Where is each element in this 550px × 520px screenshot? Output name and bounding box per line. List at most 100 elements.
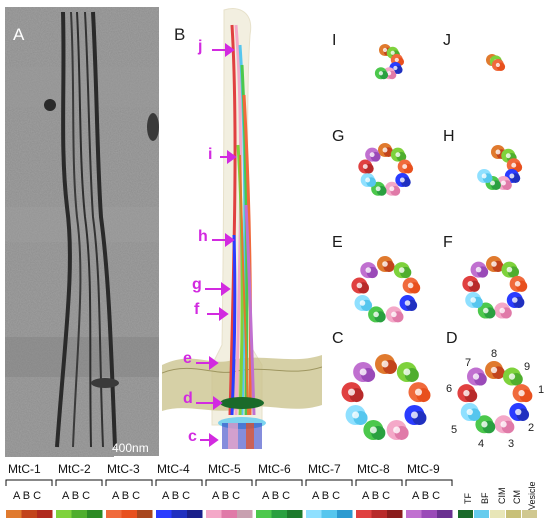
doublet-lumen	[394, 57, 399, 63]
doublet-number-2: 2	[528, 422, 535, 434]
legend-abc-3: A B C	[112, 490, 141, 502]
doublet-lumen	[352, 411, 360, 419]
doublet-lumen	[407, 282, 414, 289]
legend-swatch	[421, 510, 437, 518]
scale-bar	[114, 456, 159, 457]
doublet-lumen	[511, 162, 517, 168]
legend-bracket	[155, 479, 203, 486]
doublet-lumen	[348, 388, 356, 396]
doublet-lumen	[398, 267, 405, 273]
legend-mtc-6: MtC-6	[258, 462, 291, 476]
legend-swatch-extra	[458, 510, 473, 518]
legend-mtc-4: MtC-4	[157, 462, 190, 476]
legend-swatch	[256, 510, 272, 518]
legend-cim: CIM	[497, 487, 507, 505]
legend-swatch	[121, 510, 137, 518]
legend-cm: CM	[512, 490, 522, 504]
doublet-lumen	[466, 408, 473, 416]
doublet-lumen	[373, 311, 379, 318]
legend-mtc-8: MtC-8	[357, 462, 390, 476]
doublet-lumen	[506, 266, 513, 273]
doublet-lumen	[467, 281, 474, 287]
tomogram-image	[5, 7, 159, 457]
doublet-lumen	[515, 408, 522, 416]
legend-swatch	[237, 510, 253, 518]
doublet-lumen	[359, 300, 366, 306]
color-legend: MtC-1 MtC-2 MtC-3 MtC-4 MtC-5 MtC-6 MtC-…	[0, 462, 550, 520]
legend-swatch	[187, 510, 203, 518]
legend-swatch	[337, 510, 353, 518]
scale-bar-label: 400nm	[112, 441, 149, 455]
panel-label-b: B	[174, 25, 186, 44]
doublet-lumen	[514, 281, 521, 287]
doublet-lumen	[395, 152, 401, 158]
panel-label-i: I	[332, 32, 337, 49]
cross-section-d	[457, 361, 533, 434]
legend-swatch-extra	[474, 510, 489, 518]
legend-swatch	[271, 510, 287, 518]
legend-swatch	[71, 510, 87, 518]
panel-label-h: H	[443, 128, 455, 145]
doublet-lumen	[481, 173, 487, 179]
legend-swatch	[321, 510, 337, 518]
doublet-lumen	[375, 186, 381, 192]
arrow-label-f: f	[194, 301, 200, 318]
legend-swatch	[87, 510, 103, 518]
doublet-lumen	[404, 300, 411, 306]
legend-abc-2: A B C	[62, 490, 91, 502]
panel-label-a: A	[13, 25, 25, 44]
cross-section-h	[477, 145, 523, 191]
cross-section-j	[486, 54, 506, 71]
legend-swatch	[6, 510, 22, 518]
legend-abc-8: A B C	[362, 490, 391, 502]
doublet-number-3: 3	[508, 438, 515, 450]
legend-swatch	[37, 510, 53, 518]
doublet-lumen	[393, 426, 401, 434]
doublet-lumen	[356, 282, 363, 289]
legend-swatch	[221, 510, 237, 518]
legend-abc-6: A B C	[262, 490, 291, 502]
panel-b-reconstruction: B	[161, 5, 323, 455]
legend-swatch	[156, 510, 172, 518]
doublet-lumen	[369, 152, 375, 158]
doublet-lumen	[362, 164, 368, 169]
legend-bracket	[405, 479, 453, 486]
doublet-lumen	[391, 311, 397, 318]
legend-mtc-3: MtC-3	[107, 462, 140, 476]
cross-section-f	[462, 256, 528, 319]
arrow-label-c: c	[188, 428, 197, 445]
arrow-label-j: j	[198, 38, 203, 55]
legend-swatch	[387, 510, 403, 518]
doublet-lumen	[378, 71, 383, 76]
doublet-lumen	[389, 186, 395, 192]
arrow-label-h: h	[198, 228, 208, 245]
doublet-lumen	[481, 421, 488, 428]
doublet-lumen	[382, 261, 388, 267]
doublet-lumen	[381, 360, 389, 368]
arrow-label-g: g	[192, 276, 202, 293]
panel-label-g: G	[332, 128, 345, 145]
doublet-lumen	[414, 388, 422, 396]
legend-bracket	[355, 479, 403, 486]
panel-a-tomogram: A 400nm	[5, 7, 159, 457]
doublet-lumen	[382, 47, 388, 53]
panel-label-j: J	[443, 32, 451, 49]
legend-abc-1: A B C	[13, 490, 42, 502]
legend-bracket	[5, 479, 53, 486]
panel-label-e: E	[332, 234, 343, 251]
legend-tf: TF	[463, 493, 473, 504]
legend-mtc-1: MtC-1	[8, 462, 41, 476]
doublet-lumen	[495, 149, 501, 155]
doublet-lumen	[500, 421, 507, 428]
doublet-lumen	[509, 173, 515, 179]
legend-bracket	[105, 479, 153, 486]
legend-swatch	[137, 510, 153, 518]
legend-swatch-extra	[490, 510, 505, 518]
doublet-lumen	[403, 368, 411, 376]
doublet-lumen	[495, 62, 501, 68]
doublet-lumen	[410, 411, 418, 419]
doublet-number-8: 8	[491, 348, 498, 360]
doublet-lumen	[482, 307, 489, 314]
legend-abc-5: A B C	[212, 490, 241, 502]
legend-swatch	[371, 510, 387, 518]
